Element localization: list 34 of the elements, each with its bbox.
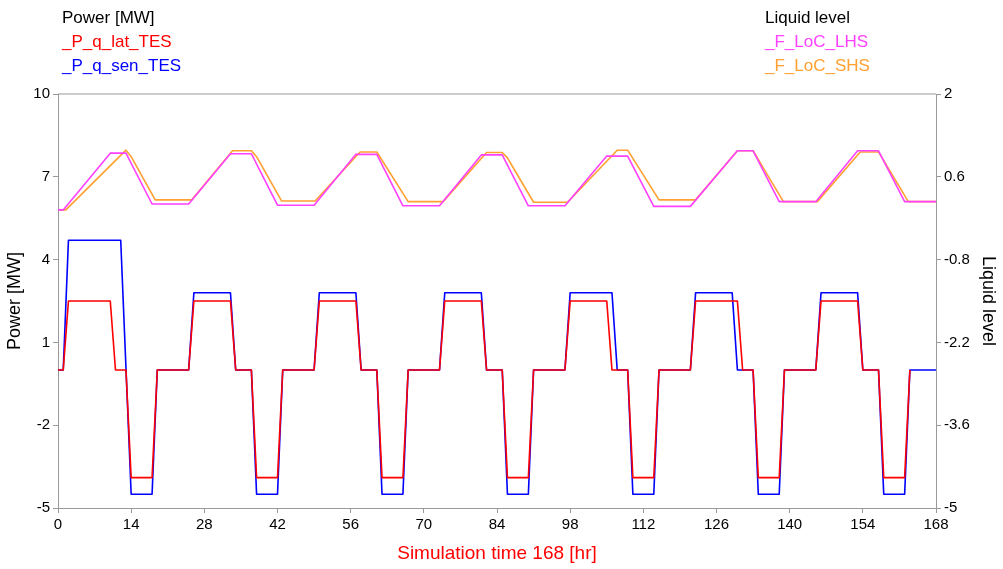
x-tick-label: 14 — [122, 515, 140, 533]
y2-tick-label: -2.2 — [944, 332, 970, 350]
y2-axis-title: Liquid level — [979, 255, 1000, 347]
text: _F_LoC_SHS — [765, 55, 870, 77]
x-tick-label: 154 — [850, 515, 876, 533]
y2-tick-label: 2 — [944, 84, 953, 102]
text: _P_q_lat_TES — [62, 31, 173, 53]
y2-tick-label: -5 — [944, 498, 958, 516]
x-tick-label: 42 — [269, 515, 286, 533]
y2-tick-label: 0.6 — [944, 166, 965, 184]
y2-tick-label: -3.6 — [944, 415, 970, 433]
x-tick-label: 84 — [488, 515, 506, 533]
y-axis-title: Power [MW] — [3, 251, 24, 351]
text: Power [MW] — [62, 7, 156, 29]
x-tick-label: 70 — [415, 515, 433, 533]
x-tick-label: 0 — [53, 515, 63, 533]
x-tick-label: 56 — [342, 515, 360, 533]
text: Liquid level — [765, 7, 852, 29]
y-tick-label: -2 — [36, 415, 50, 433]
y-tick-label: 10 — [33, 84, 50, 102]
x-tick-label: 28 — [195, 515, 213, 533]
x-tick-label: 168 — [923, 515, 949, 533]
y-tick-label: -5 — [36, 498, 50, 516]
x-axis-title: Simulation time 168 [hr] — [397, 541, 597, 563]
y-tick-label: 7 — [41, 166, 50, 184]
text: _F_LoC_LHS — [765, 31, 869, 53]
x-tick-label: 140 — [777, 515, 803, 533]
y2-tick-label: -0.8 — [944, 249, 970, 267]
y-tick-label: 1 — [41, 332, 50, 350]
x-tick-label: 98 — [561, 515, 579, 533]
x-tick-label: 126 — [703, 515, 730, 533]
text: _P_q_sen_TES — [62, 55, 182, 77]
y-tick-label: 4 — [41, 249, 50, 267]
x-tick-label: 112 — [631, 515, 656, 533]
